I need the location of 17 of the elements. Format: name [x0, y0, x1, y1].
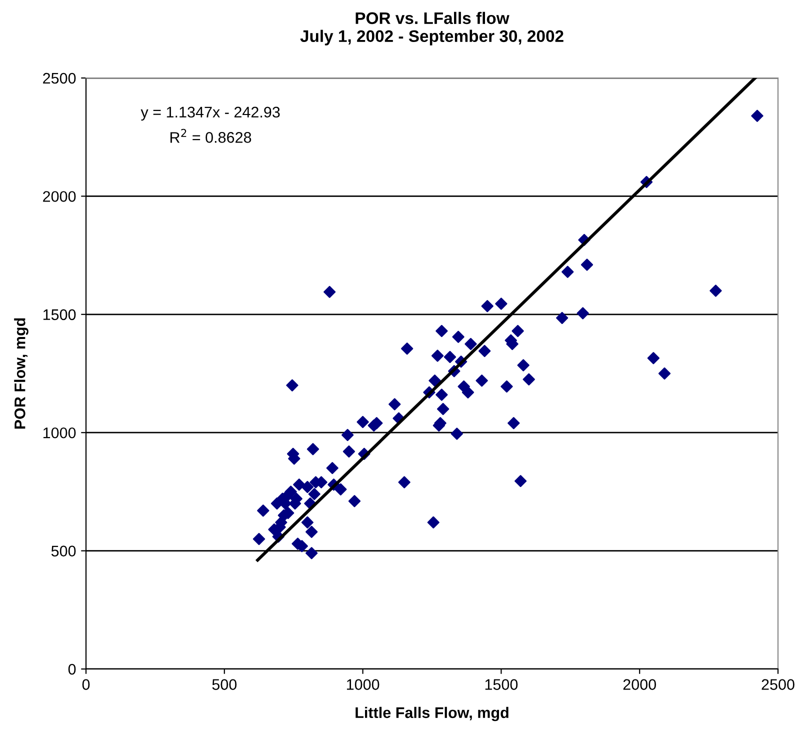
- x-tick-label: 500: [212, 679, 237, 690]
- y-tick-label: 1500: [43, 309, 76, 320]
- y-tick-label: 500: [51, 546, 76, 556]
- y-tick-label: 1000: [43, 427, 76, 438]
- annotation: R$^{2}$ = 0.8628: [170, 128, 252, 143]
- y-axis-title: POR Flow, mgd: [14, 318, 28, 429]
- y-tick-label: 2500: [43, 72, 76, 84]
- x-tick-label: 2500: [762, 679, 794, 690]
- y-tick-label: 2000: [43, 191, 76, 202]
- annotation: y = 1.1347x - 242.93: [140, 106, 280, 121]
- x-tick-label: 0: [82, 679, 90, 690]
- x-tick-label: 1000: [346, 679, 380, 690]
- x-axis-title: Little Falls Flow, mgd: [356, 706, 508, 722]
- y-tick-label: 0: [68, 664, 76, 675]
- x-tick-label: 1500: [485, 679, 518, 690]
- chart-title: POR vs. LFalls flow July 1, 2002 - September 30, 2002: [300, 12, 564, 46]
- x-tick-label: 2000: [623, 679, 656, 690]
